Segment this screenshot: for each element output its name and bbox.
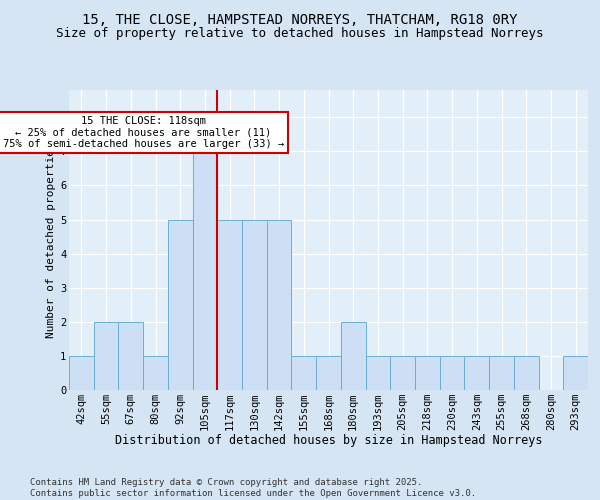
Bar xyxy=(341,322,365,390)
X-axis label: Distribution of detached houses by size in Hampstead Norreys: Distribution of detached houses by size … xyxy=(115,434,542,448)
Text: 15 THE CLOSE: 118sqm
← 25% of detached houses are smaller (11)
75% of semi-detac: 15 THE CLOSE: 118sqm ← 25% of detached h… xyxy=(2,116,284,149)
Bar xyxy=(143,356,168,390)
Y-axis label: Number of detached properties: Number of detached properties xyxy=(46,142,56,338)
Bar xyxy=(365,356,390,390)
Bar xyxy=(242,220,267,390)
Bar xyxy=(464,356,489,390)
Bar xyxy=(69,356,94,390)
Bar xyxy=(563,356,588,390)
Bar xyxy=(168,220,193,390)
Bar xyxy=(118,322,143,390)
Text: 15, THE CLOSE, HAMPSTEAD NORREYS, THATCHAM, RG18 0RY: 15, THE CLOSE, HAMPSTEAD NORREYS, THATCH… xyxy=(82,12,518,26)
Bar xyxy=(514,356,539,390)
Bar xyxy=(292,356,316,390)
Bar xyxy=(390,356,415,390)
Bar xyxy=(94,322,118,390)
Bar xyxy=(267,220,292,390)
Bar xyxy=(489,356,514,390)
Bar xyxy=(440,356,464,390)
Bar xyxy=(316,356,341,390)
Bar xyxy=(415,356,440,390)
Bar xyxy=(193,118,217,390)
Bar xyxy=(217,220,242,390)
Text: Contains HM Land Registry data © Crown copyright and database right 2025.
Contai: Contains HM Land Registry data © Crown c… xyxy=(30,478,476,498)
Text: Size of property relative to detached houses in Hampstead Norreys: Size of property relative to detached ho… xyxy=(56,28,544,40)
